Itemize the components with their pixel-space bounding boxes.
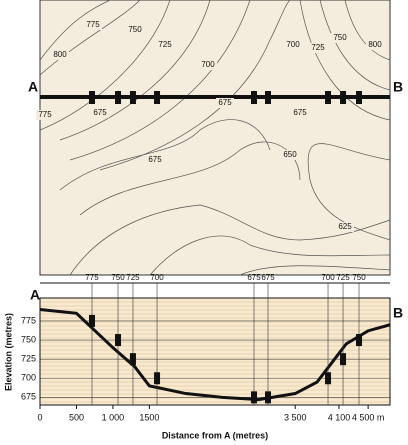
crossing-label: 750 <box>111 273 125 282</box>
section-block <box>88 91 95 104</box>
b-label: B <box>393 79 403 95</box>
crossing-block <box>340 353 347 366</box>
a-label: A <box>30 287 40 303</box>
contour-label: 725 <box>311 43 325 52</box>
section-block <box>129 91 136 104</box>
label-bg <box>331 33 349 43</box>
label-bg <box>156 40 174 50</box>
section-block <box>115 91 122 104</box>
x-axis-label: Distance from A (metres) <box>162 430 268 440</box>
profile-frame <box>39 297 391 406</box>
contour-label: 750 <box>128 25 142 34</box>
map-frame <box>39 0 391 276</box>
section-block <box>340 91 347 104</box>
label-bg <box>216 98 234 108</box>
crossing-block <box>88 314 95 327</box>
contour-label: 675 <box>93 108 107 117</box>
crossing-block <box>251 391 258 404</box>
contour-label: 675 <box>218 98 232 107</box>
label-bg <box>291 108 309 118</box>
x-tick-label: 4 100 <box>328 412 351 422</box>
x-tick-label: 3 500 <box>284 412 307 422</box>
x-tick-label: 1 000 <box>102 412 125 422</box>
section-block <box>356 91 363 104</box>
crossing-label: 675 <box>261 273 275 282</box>
label-bg <box>366 40 384 50</box>
label-bg <box>199 60 217 70</box>
crossing-label: 725 <box>126 273 140 282</box>
contour-label: 800 <box>53 50 67 59</box>
label-bg <box>336 222 354 232</box>
crossing-label: 725 <box>336 273 350 282</box>
crossing-block <box>129 353 136 366</box>
section-block <box>154 91 161 104</box>
label-bg <box>91 108 109 118</box>
contour-label: 675 <box>148 155 162 164</box>
y-tick-label: 700 <box>21 373 36 383</box>
y-tick-label: 775 <box>21 315 36 325</box>
contour-label: 700 <box>201 60 215 69</box>
crossing-block <box>154 372 161 385</box>
contour-label: 750 <box>333 33 347 42</box>
contour-label: 800 <box>368 40 382 49</box>
label-bg <box>146 155 164 165</box>
contour-label: 725 <box>158 40 172 49</box>
label-bg <box>281 150 299 160</box>
label-bg <box>36 110 54 120</box>
label-bg <box>84 20 102 30</box>
contour-label: 775 <box>38 110 52 119</box>
crossing-label: 700 <box>150 273 164 282</box>
section-block <box>325 91 332 104</box>
b-label: B <box>393 305 403 321</box>
crossing-label: 675 <box>247 273 261 282</box>
x-tick-label: 500 <box>69 412 84 422</box>
x-tick-label: 0 <box>37 412 42 422</box>
y-axis-label: Elevation (metres) <box>3 313 13 391</box>
y-tick-label: 750 <box>21 334 36 344</box>
y-tick-label: 675 <box>21 392 36 402</box>
contours <box>39 0 391 276</box>
x-tick-label: 1500 <box>139 412 159 422</box>
label-bg <box>126 25 144 35</box>
section-block <box>265 91 272 104</box>
contour-label: 625 <box>338 222 352 231</box>
crossing-label: 700 <box>321 273 335 282</box>
x-tick-label: 4 500 m <box>352 412 385 422</box>
profile-bg <box>40 298 390 405</box>
crossing-block <box>115 334 122 347</box>
crossing-block <box>356 334 363 347</box>
contour-label: 775 <box>86 20 100 29</box>
contour-label: 700 <box>286 40 300 49</box>
label-bg <box>284 40 302 50</box>
section-block <box>251 91 258 104</box>
crossing-block <box>325 372 332 385</box>
crossing-block <box>265 391 272 404</box>
y-tick-label: 725 <box>21 354 36 364</box>
label-bg <box>309 43 327 53</box>
a-label: A <box>28 79 38 95</box>
contour-label: 650 <box>283 150 297 159</box>
crossing-label: 775 <box>85 273 99 282</box>
label-bg <box>51 50 69 60</box>
profile-line <box>39 307 391 402</box>
crossing-label: 750 <box>352 273 366 282</box>
contour-label: 675 <box>293 108 307 117</box>
